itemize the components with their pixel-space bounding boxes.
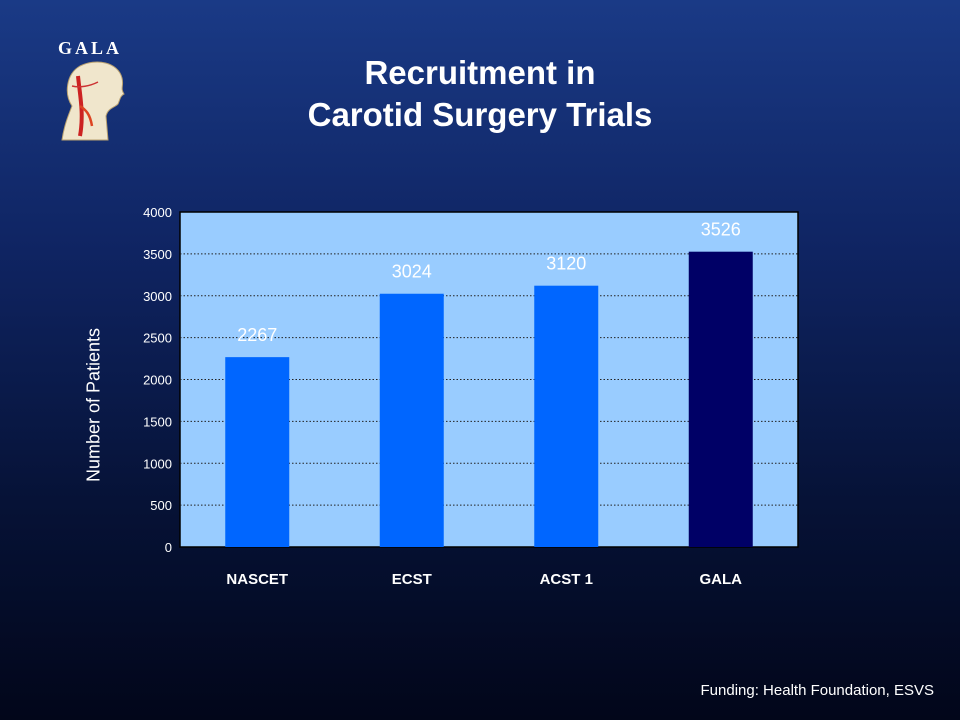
bar: [225, 357, 290, 547]
title-line-1: Recruitment in: [364, 54, 596, 91]
x-tick-label: ACST 1: [540, 571, 593, 588]
data-label: 3120: [546, 254, 586, 274]
y-tick-label: 500: [150, 498, 172, 513]
data-label: 3526: [701, 220, 741, 240]
y-tick-label: 2500: [143, 331, 172, 346]
data-label: 2267: [237, 325, 277, 345]
y-tick-label: 3000: [143, 289, 172, 304]
bar: [688, 251, 753, 547]
y-tick-label: 4000: [143, 205, 172, 220]
y-axis-label-text: Number of Patients: [83, 327, 104, 483]
title-line-2: Carotid Surgery Trials: [307, 96, 653, 133]
funding-note: Funding: Health Foundation, ESVS: [700, 682, 934, 699]
y-tick-label: 2000: [143, 373, 172, 388]
y-tick-label: 0: [165, 540, 172, 555]
x-tick-label: NASCET: [226, 571, 288, 588]
logo-text: GALA: [58, 38, 122, 58]
page-title: Recruitment in Carotid Surgery Trials: [180, 52, 780, 136]
x-tick-label: ECST: [392, 571, 432, 588]
y-tick-label: 3500: [143, 247, 172, 262]
bar: [379, 293, 444, 547]
data-label: 3024: [392, 262, 432, 282]
y-tick-label: 1000: [143, 456, 172, 471]
gala-logo: GALA: [58, 38, 125, 141]
y-tick-label: 1500: [143, 414, 172, 429]
head-neck-anatomy-icon: [61, 61, 125, 141]
x-tick-label: GALA: [700, 571, 743, 588]
bar: [534, 285, 599, 547]
